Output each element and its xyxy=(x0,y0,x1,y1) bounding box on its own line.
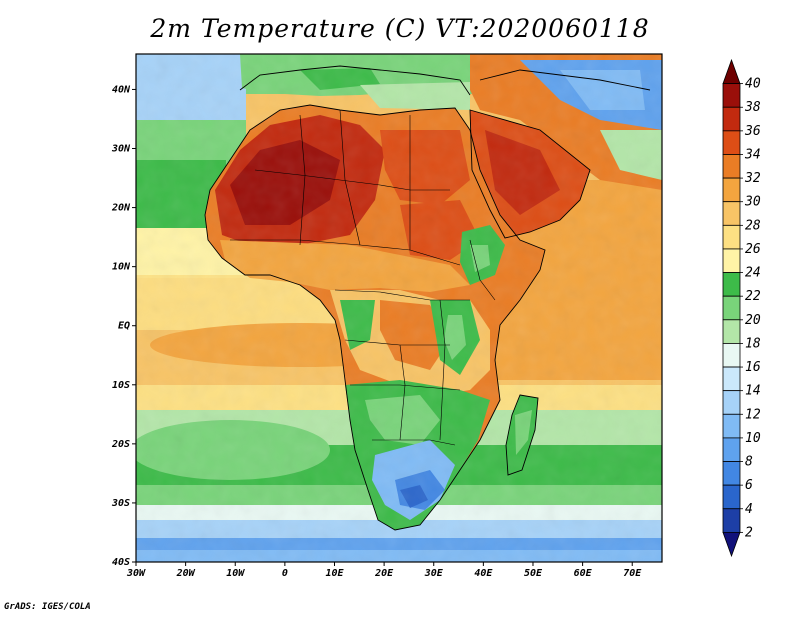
credit-text: GrADS: IGES/COLA xyxy=(4,602,91,612)
map-field xyxy=(136,54,662,562)
colorbar-swatch xyxy=(722,531,741,558)
colorbar-label: 22 xyxy=(745,289,761,304)
colorbar-swatch xyxy=(722,83,741,108)
x-tick-label: 10W xyxy=(226,568,245,579)
colorbar-swatch xyxy=(722,366,741,392)
colorbar-swatch xyxy=(722,484,741,510)
colorbar-swatch xyxy=(722,177,741,203)
colorbar-swatch xyxy=(722,201,741,226)
colorbar-label: 10 xyxy=(745,431,761,446)
colorbar-label: 14 xyxy=(745,384,761,399)
x-tick-label: 70E xyxy=(623,568,642,579)
x-axis: 30W 20W 10W 0 10E 20E 30E 40E 50E 60E 70E xyxy=(126,562,642,579)
x-tick-label: 20W xyxy=(176,568,196,579)
y-tick-label: EQ xyxy=(118,321,130,332)
x-tick-label: 10E xyxy=(325,568,344,579)
colorbar-swatch xyxy=(722,130,741,155)
y-tick-label: 10N xyxy=(112,262,131,273)
colorbar-swatch xyxy=(722,106,741,132)
colorbar-swatch xyxy=(722,319,741,344)
x-tick-label: 30E xyxy=(424,568,444,579)
colorbar-swatch xyxy=(722,437,741,462)
colorbar-label: 24 xyxy=(745,266,761,281)
x-tick-label: 0 xyxy=(282,568,288,579)
x-tick-label: 60E xyxy=(574,568,593,579)
chart-title: 2m Temperature (C) VT:2020060118 xyxy=(150,14,650,43)
colorbar-label: 20 xyxy=(745,313,761,328)
y-tick-label: 30S xyxy=(111,498,130,509)
x-tick-label: 20E xyxy=(374,568,394,579)
x-tick-label: 30W xyxy=(126,568,146,579)
colorbar-swatch xyxy=(722,154,741,179)
colorbar-label: 34 xyxy=(744,147,761,162)
colorbar-swatch xyxy=(722,508,741,533)
colorbar-swatch xyxy=(722,461,741,486)
colorbar-swatch xyxy=(722,272,741,297)
colorbar-label: 6 xyxy=(745,478,753,493)
colorbar-label: 12 xyxy=(745,407,761,422)
y-tick-label: 20N xyxy=(111,203,131,214)
colorbar-label: 16 xyxy=(745,360,761,375)
colorbar-label: 4 xyxy=(745,502,753,517)
colorbar-label: 18 xyxy=(745,336,761,351)
y-axis: 40S 30S 20S 10S EQ 10N 20N 30N 40N xyxy=(111,84,136,568)
colorbar-swatch xyxy=(722,390,741,415)
colorbar-label: 26 xyxy=(745,242,761,257)
colorbar-swatch xyxy=(722,343,741,368)
colorbar-label: 32 xyxy=(744,171,761,186)
colorbar-label: 30 xyxy=(744,195,761,210)
y-tick-label: 30N xyxy=(111,144,131,155)
y-tick-label: 20S xyxy=(111,439,130,450)
country-borders xyxy=(230,109,496,446)
y-tick-label: 10S xyxy=(112,380,130,391)
colorbar-label: 28 xyxy=(745,218,761,233)
map-frame xyxy=(135,53,663,563)
colorbar-swatch xyxy=(722,224,741,250)
colorbar-swatch xyxy=(722,295,741,321)
y-tick-label: 40N xyxy=(112,84,131,95)
coastlines xyxy=(204,65,651,531)
colorbar-label: 36 xyxy=(744,124,761,139)
y-tick-label: 40S xyxy=(112,557,130,568)
colorbar-swatch xyxy=(722,58,741,85)
colorbar-label: 2 xyxy=(745,525,753,540)
colorbar-label: 38 xyxy=(744,100,761,115)
colorbar-swatch xyxy=(722,248,741,273)
colorbar-label: 8 xyxy=(745,455,753,470)
x-tick-label: 40E xyxy=(474,568,493,579)
x-tick-label: 50E xyxy=(524,568,543,579)
colorbar-label: 40 xyxy=(745,77,761,92)
colorbar-swatch xyxy=(722,413,741,439)
